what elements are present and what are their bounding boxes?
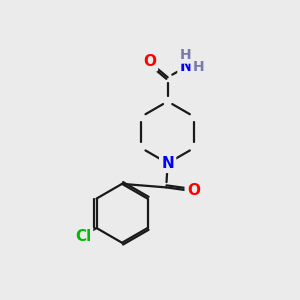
- Text: H: H: [193, 60, 204, 74]
- Text: N: N: [179, 59, 192, 74]
- Text: O: O: [187, 183, 200, 198]
- Text: Cl: Cl: [75, 229, 91, 244]
- Text: H: H: [180, 48, 192, 62]
- Text: N: N: [161, 156, 174, 171]
- Text: O: O: [143, 55, 156, 70]
